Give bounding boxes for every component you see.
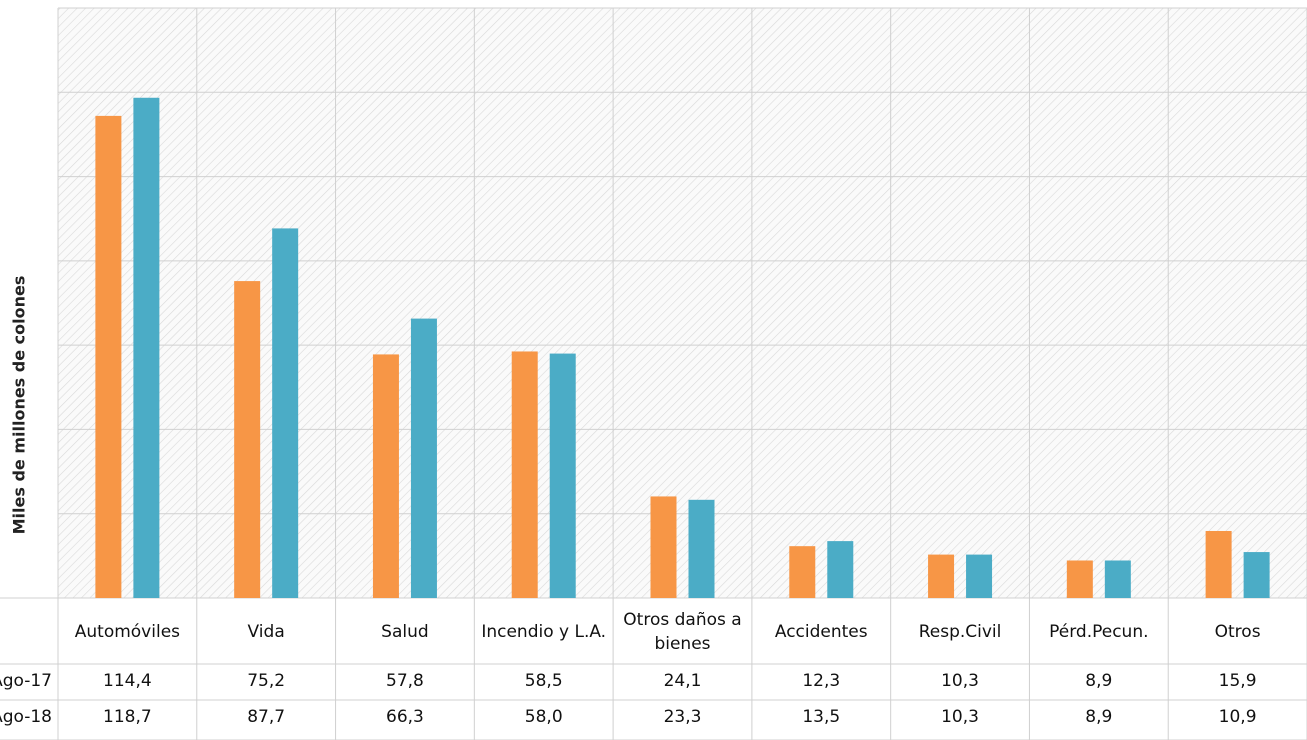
category-label: Otros daños a bienes — [623, 610, 742, 654]
data-table-cell: 23,3 — [663, 707, 702, 727]
bar — [372, 354, 399, 598]
bar — [827, 541, 854, 598]
category-label: Incendio y L.A. — [481, 622, 607, 642]
data-table-cell: 24,1 — [663, 671, 702, 691]
legend-row-label: Ago-17 — [0, 671, 52, 691]
category-label: Pérd.Pecun. — [1049, 622, 1149, 642]
bar — [1066, 560, 1093, 598]
data-table-cell: 118,7 — [103, 707, 152, 727]
bar — [234, 281, 261, 598]
data-table-cell: 114,4 — [103, 671, 152, 691]
data-table-cell: 58,0 — [524, 707, 563, 727]
bar — [1243, 552, 1270, 598]
bar — [511, 351, 538, 598]
bar — [966, 554, 993, 598]
category-label: Accidentes — [774, 622, 868, 642]
category-label: Otros — [1214, 622, 1261, 642]
bar — [1205, 530, 1232, 598]
data-table-cell: 8,9 — [1085, 671, 1113, 691]
data-table-cell: 12,3 — [802, 671, 841, 691]
data-table-cell: 87,7 — [247, 707, 286, 727]
data-table-cell: 8,9 — [1085, 707, 1113, 727]
data-table-cell: 10,3 — [941, 671, 979, 691]
category-label: Salud — [381, 622, 429, 642]
bar — [928, 554, 955, 598]
bar — [272, 228, 299, 598]
bar — [688, 499, 715, 598]
data-table-cell: 66,3 — [386, 707, 424, 727]
bar — [789, 546, 816, 598]
plot-area — [58, 8, 1307, 598]
category-label: Automóviles — [74, 622, 181, 642]
data-table-cell: 57,8 — [386, 671, 424, 691]
category-label: Resp.Civil — [918, 622, 1002, 642]
data-table-cell: 13,5 — [802, 707, 841, 727]
category-label: Vida — [247, 622, 285, 642]
data-table-cell: 58,5 — [524, 671, 563, 691]
bar — [549, 353, 576, 598]
bar — [95, 115, 122, 598]
bar — [1104, 560, 1131, 598]
bar — [133, 97, 160, 598]
data-table-cell: 15,9 — [1218, 671, 1257, 691]
data-table-cell: 10,3 — [941, 707, 979, 727]
bar — [410, 318, 437, 598]
data-table-cell: 75,2 — [247, 671, 286, 691]
data-table-cell: 10,9 — [1218, 707, 1257, 727]
legend-row-label: Ago-18 — [0, 707, 52, 727]
bar — [650, 496, 677, 598]
y-axis-label: Miles de millones de colones — [9, 275, 29, 535]
